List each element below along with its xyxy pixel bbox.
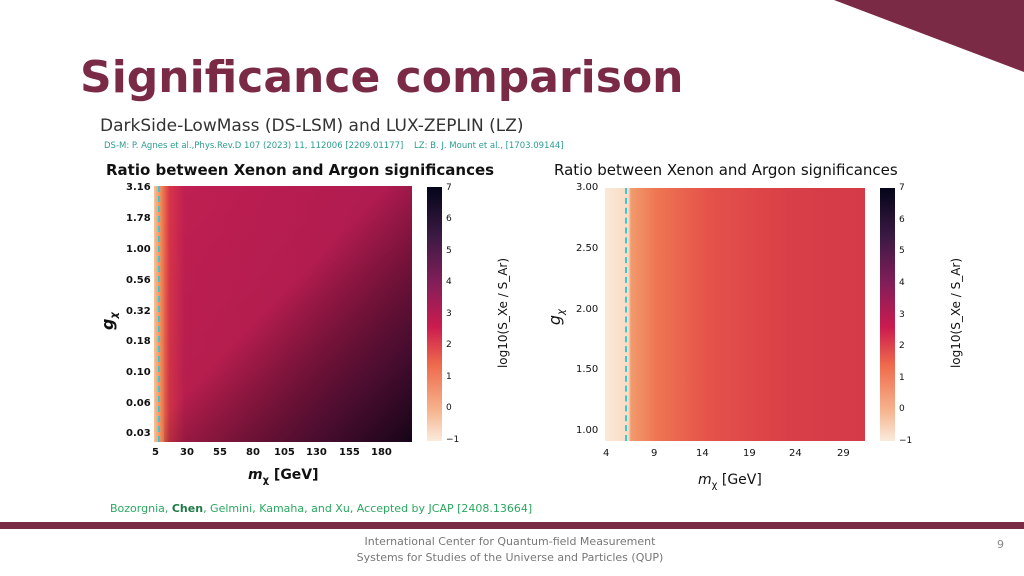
- mass-symbol: m: [248, 467, 263, 483]
- units: [GeV]: [721, 472, 762, 488]
- right-ytick: 1.50: [576, 364, 599, 375]
- right-xtick: 9: [651, 448, 658, 459]
- chi-subscript: χ: [262, 474, 270, 486]
- chi-subscript: χ: [109, 312, 121, 319]
- g-symbol: g: [544, 314, 564, 326]
- left-threshold-line: [158, 186, 160, 442]
- cb-tick: 0: [899, 404, 905, 414]
- left-colorbar: [427, 187, 442, 441]
- right-xtick: 4: [603, 448, 610, 459]
- citation-authors-end: , Gelmini, Kamaha, and Xu, Accepted by J…: [203, 502, 533, 515]
- left-chart-title: Ratio between Xenon and Argon significan…: [106, 161, 495, 179]
- right-xtick: 19: [743, 448, 756, 459]
- cb-tick: 4: [446, 277, 452, 287]
- right-ytick: 1.00: [576, 425, 599, 436]
- mass-symbol: m: [698, 472, 712, 488]
- right-xtick: 24: [789, 448, 802, 459]
- cb-tick: 4: [899, 278, 905, 288]
- right-ytick: 3.00: [576, 182, 599, 193]
- left-ytick: 0.06: [126, 398, 151, 409]
- citation-bold-author: Chen: [171, 502, 204, 515]
- cb-tick: 2: [899, 341, 905, 351]
- right-colorbar-label: log10(S_Xe / S_Ar): [949, 257, 964, 369]
- cb-tick: 2: [446, 340, 452, 350]
- ref-lz: LZ: B. J. Mount et al., [1703.09144]: [414, 141, 564, 151]
- cb-tick: 1: [899, 373, 905, 383]
- right-threshold-line: [625, 188, 627, 441]
- cb-tick: 7: [446, 183, 452, 193]
- slide-title: Significance comparison: [80, 52, 684, 103]
- citation: Bozorgnia, Chen, Gelmini, Kamaha, and Xu…: [110, 502, 532, 515]
- right-ytick: 2.50: [576, 243, 599, 254]
- cb-tick: −1: [446, 435, 460, 445]
- corner-decoration: [834, 0, 1024, 72]
- left-heatmap: [154, 186, 412, 442]
- slide-subtitle: DarkSide-LowMass (DS-LSM) and LUX-ZEPLIN…: [100, 116, 524, 136]
- units: [GeV]: [273, 467, 319, 483]
- cb-tick: 5: [446, 246, 452, 256]
- citation-authors-start: Bozorgnia,: [110, 502, 172, 515]
- chi-subscript: χ: [711, 479, 718, 491]
- cb-tick: 1: [446, 372, 452, 382]
- left-ytick: 0.10: [126, 367, 151, 378]
- left-ytick: 1.00: [126, 244, 151, 255]
- right-xtick: 29: [837, 448, 850, 459]
- right-xtick: 14: [696, 448, 709, 459]
- cb-tick: 6: [899, 215, 905, 225]
- ref-ds: DS-M: P. Agnes et al.,Phys.Rev.D 107 (20…: [104, 141, 404, 151]
- left-xtick: 180: [371, 447, 392, 458]
- left-xlabel: mχ [GeV]: [248, 467, 319, 486]
- right-colorbar: [880, 188, 895, 441]
- footer-line-1: International Center for Quantum-field M…: [364, 535, 656, 548]
- page-number: 9: [997, 538, 1004, 551]
- right-ytick: 2.00: [576, 304, 599, 315]
- cb-tick: −1: [899, 436, 913, 446]
- left-ytick: 0.56: [126, 275, 151, 286]
- left-ytick: 0.32: [126, 306, 151, 317]
- right-ylabel: gχ: [545, 309, 567, 325]
- right-heatmap: [605, 188, 865, 441]
- left-colorbar-label: log10(S_Xe / S_Ar): [496, 257, 511, 369]
- cb-tick: 3: [446, 309, 452, 319]
- cb-tick: 0: [446, 403, 452, 413]
- references: DS-M: P. Agnes et al.,Phys.Rev.D 107 (20…: [104, 141, 572, 151]
- footer: International Center for Quantum-field M…: [300, 534, 720, 566]
- left-xtick: 5: [152, 447, 159, 458]
- left-ylabel: gχ: [98, 312, 120, 330]
- right-chart-title: Ratio between Xenon and Argon significan…: [554, 161, 898, 179]
- left-ytick: 3.16: [126, 182, 151, 193]
- left-xtick: 155: [339, 447, 360, 458]
- right-xlabel: mχ [GeV]: [698, 472, 762, 491]
- left-ytick: 0.03: [126, 428, 151, 439]
- cb-tick: 6: [446, 214, 452, 224]
- left-xtick: 130: [306, 447, 327, 458]
- left-xtick: 30: [180, 447, 194, 458]
- left-xtick: 105: [274, 447, 295, 458]
- g-symbol: g: [97, 318, 117, 331]
- left-xtick: 55: [213, 447, 227, 458]
- left-ytick: 1.78: [126, 213, 151, 224]
- cb-tick: 7: [899, 183, 905, 193]
- footer-bar: [0, 522, 1024, 529]
- cb-tick: 5: [899, 246, 905, 256]
- left-xtick: 80: [246, 447, 260, 458]
- footer-line-2: Systems for Studies of the Universe and …: [356, 551, 664, 564]
- cb-tick: 3: [899, 310, 905, 320]
- chi-subscript: χ: [556, 309, 568, 315]
- left-ytick: 0.18: [126, 336, 151, 347]
